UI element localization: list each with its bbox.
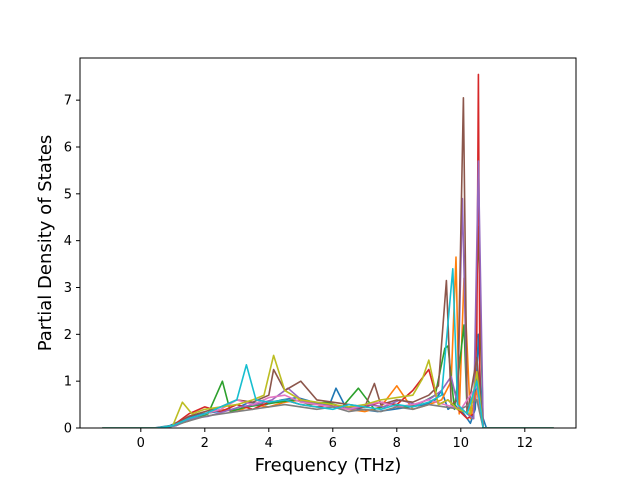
x-tick-label: 0 [137, 436, 145, 451]
y-tick-label: 6 [64, 140, 72, 155]
y-tick-label: 4 [64, 234, 72, 249]
series-line-9 [102, 354, 554, 428]
series-line-4 [102, 73, 554, 428]
x-tick-label: 6 [329, 436, 337, 451]
x-tick-label: 8 [393, 436, 401, 451]
y-tick-label: 0 [64, 422, 72, 437]
series-line-1 [102, 333, 554, 428]
series-line-10 [102, 267, 554, 428]
y-axis-ticks: 0 1 2 3 4 5 6 7 [64, 94, 80, 437]
series-line-6 [102, 97, 554, 428]
series-layer [102, 73, 554, 428]
plot-frame [79, 57, 577, 429]
x-tick-label: 10 [453, 436, 470, 451]
y-tick-label: 2 [64, 328, 72, 343]
y-tick-label: 3 [64, 281, 72, 296]
x-tick-label: 12 [517, 436, 534, 451]
series-line-5 [102, 160, 554, 428]
y-axis-label: Partial Density of States [35, 135, 56, 352]
x-axis-label: Frequency (THz) [255, 455, 402, 476]
series-line-3 [102, 225, 554, 428]
y-tick-label: 1 [64, 375, 72, 390]
x-axis-ticks: 0 2 4 6 8 10 12 [137, 428, 533, 451]
x-tick-label: 4 [265, 436, 273, 451]
y-tick-label: 5 [64, 187, 72, 202]
x-tick-label: 2 [201, 436, 209, 451]
y-tick-label: 7 [64, 94, 72, 109]
